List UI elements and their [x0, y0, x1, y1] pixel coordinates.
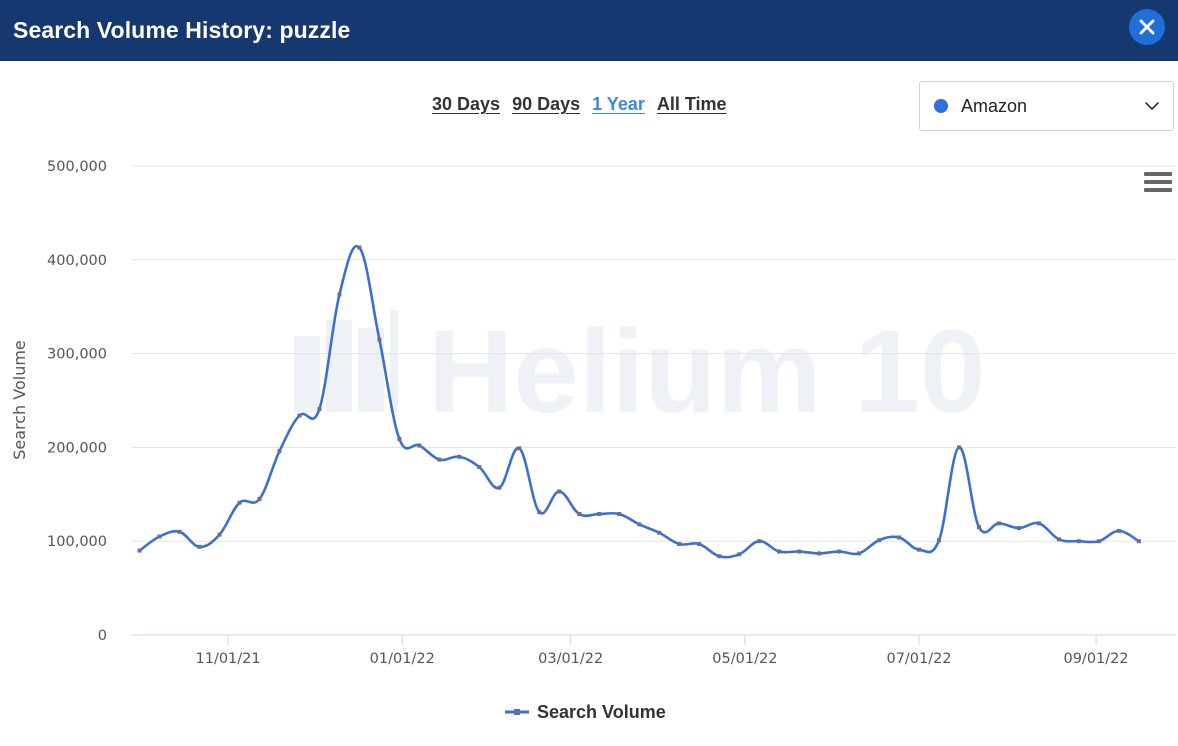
data-point[interactable]	[777, 549, 782, 554]
data-point[interactable]	[697, 542, 702, 547]
data-point[interactable]	[737, 552, 742, 557]
tab-90-days[interactable]: 90 Days	[512, 94, 581, 114]
legend-label: Search Volume	[537, 702, 666, 722]
modal-title: Search Volume History: puzzle	[13, 17, 351, 43]
chart-legend[interactable]: Search Volume	[505, 702, 666, 722]
data-point[interactable]	[457, 454, 462, 459]
watermark-text: Helium 10	[428, 306, 985, 438]
data-point[interactable]	[837, 549, 842, 554]
data-point[interactable]	[677, 542, 682, 547]
time-range-tabs: 30 Days 90 Days 1 Year All Time	[432, 94, 727, 115]
data-point[interactable]	[377, 337, 382, 342]
data-point[interactable]	[437, 457, 442, 462]
data-point[interactable]	[1136, 539, 1141, 544]
marketplace-dot-icon	[934, 99, 948, 113]
data-point[interactable]	[877, 538, 882, 543]
tab-30-days[interactable]: 30 Days	[432, 94, 501, 114]
x-tick-label: 09/01/22	[1063, 651, 1128, 667]
hamburger-menu-icon	[1144, 172, 1172, 176]
y-tick-label: 100,000	[47, 534, 107, 550]
data-point[interactable]	[177, 529, 182, 534]
data-point[interactable]	[757, 539, 762, 544]
x-tick-label: 07/01/22	[886, 651, 951, 667]
watermark: Helium 10	[294, 306, 985, 438]
data-point[interactable]	[1056, 537, 1061, 542]
data-point[interactable]	[657, 530, 662, 535]
data-point[interactable]	[577, 511, 582, 516]
data-point[interactable]	[317, 406, 322, 411]
data-point[interactable]	[397, 436, 402, 441]
data-point[interactable]	[1116, 528, 1121, 533]
marketplace-selected-label: Amazon	[961, 95, 1028, 116]
data-point[interactable]	[817, 551, 822, 556]
x-tick-label: 05/01/22	[712, 651, 777, 667]
tab-1-year[interactable]: 1 Year	[592, 94, 645, 114]
data-point[interactable]	[557, 489, 562, 494]
data-point[interactable]	[297, 413, 302, 418]
close-button[interactable]	[1129, 9, 1165, 45]
data-point[interactable]	[897, 535, 902, 540]
data-point[interactable]	[237, 500, 242, 505]
data-point[interactable]	[277, 449, 282, 454]
x-tick-label: 01/01/22	[370, 651, 435, 667]
data-point[interactable]	[497, 485, 502, 490]
y-tick-label: 500,000	[47, 159, 107, 175]
chevron-down-icon	[1145, 102, 1159, 110]
data-point[interactable]	[337, 292, 342, 297]
y-axis-title: Search Volume	[10, 340, 29, 460]
data-point[interactable]	[1016, 526, 1021, 531]
data-point[interactable]	[597, 511, 602, 516]
data-point[interactable]	[197, 544, 202, 549]
data-point[interactable]	[797, 549, 802, 554]
data-point[interactable]	[1076, 539, 1081, 544]
modal-header: Search Volume History: puzzle	[0, 0, 1178, 61]
data-point[interactable]	[1096, 539, 1101, 544]
data-point[interactable]	[137, 548, 142, 553]
y-tick-label: 300,000	[47, 347, 107, 363]
data-point[interactable]	[357, 245, 362, 250]
data-point[interactable]	[517, 446, 522, 451]
data-point[interactable]	[257, 496, 262, 501]
data-point[interactable]	[917, 547, 922, 552]
marketplace-select[interactable]: Amazon	[919, 81, 1174, 131]
y-tick-label: 400,000	[47, 253, 107, 269]
data-point[interactable]	[976, 525, 981, 530]
data-point[interactable]	[857, 551, 862, 556]
series-line	[138, 244, 1140, 559]
data-point[interactable]	[417, 443, 422, 448]
helium10-logo-icon	[294, 310, 398, 412]
data-point[interactable]	[157, 534, 162, 539]
x-tick-label: 11/01/21	[196, 651, 261, 667]
y-tick-label: 200,000	[47, 440, 107, 456]
tab-all-time[interactable]: All Time	[656, 94, 727, 114]
y-tick-label: 0	[98, 628, 107, 644]
data-point[interactable]	[477, 465, 482, 470]
data-point[interactable]	[996, 521, 1001, 526]
x-tick-label: 03/01/22	[538, 651, 603, 667]
data-point[interactable]	[637, 522, 642, 527]
data-point[interactable]	[537, 510, 542, 515]
data-point[interactable]	[217, 532, 222, 537]
data-point[interactable]	[717, 554, 722, 559]
data-point[interactable]	[957, 445, 962, 450]
data-point[interactable]	[1036, 521, 1041, 526]
data-point[interactable]	[937, 538, 942, 543]
close-icon	[1139, 19, 1155, 35]
data-point[interactable]	[617, 511, 622, 516]
chart-menu-button[interactable]	[1144, 172, 1172, 196]
